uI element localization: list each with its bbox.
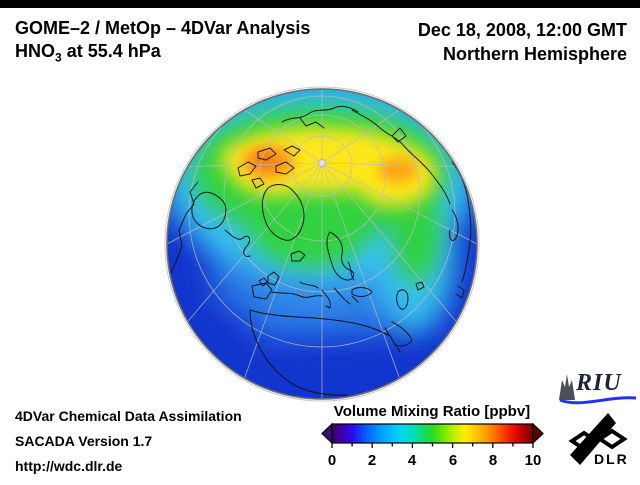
dlr-logo-text: DLR <box>594 451 629 467</box>
species-subscript: 3 <box>55 50 62 65</box>
dlr-logo: DLR <box>566 412 636 474</box>
colorbar <box>321 422 544 448</box>
tick-label-0: 0 <box>327 452 337 469</box>
riu-logo: RIU <box>556 370 640 408</box>
colorbar-title: Volume Mixing Ratio [ppbv] <box>333 403 531 420</box>
tick-label-4: 4 <box>407 452 417 469</box>
hemisphere-label: Northern Hemisphere <box>442 44 627 64</box>
pole-marker <box>318 159 326 167</box>
tick-label-10: 10 <box>524 452 542 469</box>
riu-logo-graphics <box>559 374 637 405</box>
tick-label-2: 2 <box>367 452 377 469</box>
title-line2: HNO3 at 55.4 hPa <box>15 40 310 70</box>
title-line1: GOME–2 / MetOp – 4DVar Analysis <box>15 18 311 38</box>
colorbar-gradient-bar <box>331 423 534 444</box>
date-region-block: Dec 18, 2008, 12:00 GMT Northern Hemisph… <box>418 18 627 66</box>
plot-title-block: GOME–2 / MetOp – 4DVar Analysis HNO3 at … <box>15 17 310 70</box>
attribution-line2: SACADA Version 1.7 <box>15 433 153 449</box>
colorbar-right-arrow <box>532 422 544 445</box>
species-label: HNO <box>15 41 55 61</box>
tick-label-6: 6 <box>448 452 458 469</box>
colorbar-left-arrow <box>321 422 333 445</box>
attribution-url: http://wdc.dlr.de <box>15 458 123 474</box>
colorbar-ticks <box>331 443 534 448</box>
globe-rim <box>166 88 478 400</box>
globe-rim-outer <box>164 86 480 402</box>
tick-label-8: 8 <box>488 452 498 469</box>
pressure-level-label: at 55.4 hPa <box>61 41 161 61</box>
attribution-block: 4DVar Chemical Data Assimilation SACADA … <box>15 404 242 479</box>
top-black-bar <box>0 0 640 8</box>
cathedral-icon <box>559 374 575 400</box>
datetime-label: Dec 18, 2008, 12:00 GMT <box>417 20 627 40</box>
dlr-emblem-icon <box>568 413 628 465</box>
riu-logo-text: RIU <box>576 370 622 396</box>
attribution-line1: 4DVar Chemical Data Assimilation <box>15 408 242 424</box>
riu-swoosh <box>559 396 637 405</box>
